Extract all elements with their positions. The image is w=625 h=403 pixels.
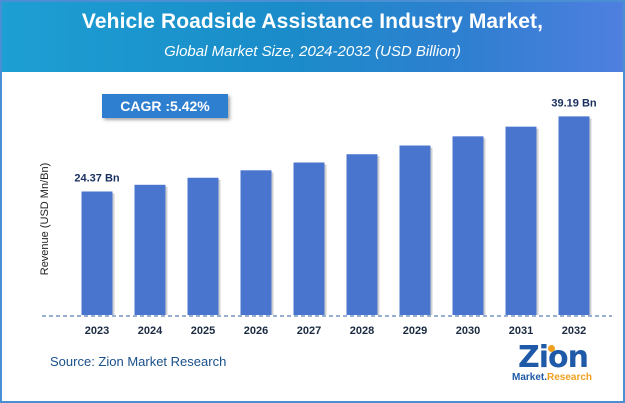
bar-2024 (134, 184, 166, 315)
data-label: 24.37 Bn (74, 172, 120, 184)
x-tick-label: 2024 (138, 325, 163, 337)
cagr-label: CAGR : (120, 98, 171, 114)
bar-2032 (558, 116, 590, 315)
cagr-badge: CAGR : 5.42% (102, 94, 228, 118)
x-tick-label: 2029 (403, 325, 427, 337)
cagr-value: 5.42% (170, 98, 210, 114)
x-tick-label: 2030 (456, 325, 480, 337)
logo-tagline: Market.Research (512, 372, 593, 383)
bar-2025 (187, 177, 219, 315)
x-tick-label: 2031 (509, 325, 533, 337)
x-tick-label: 2027 (297, 325, 321, 337)
bar-2031 (505, 126, 537, 315)
chart-subtitle: Global Market Size, 2024-2032 (USD Billi… (164, 43, 461, 60)
x-tick-label: 2025 (191, 325, 215, 337)
bar-2030 (452, 136, 484, 315)
x-tick-label: 2032 (562, 325, 586, 337)
bar-2023 (81, 191, 113, 315)
zion-logo: Zion Market.Research (510, 340, 600, 388)
bar-2028 (346, 154, 378, 315)
bar-2029 (399, 145, 431, 315)
x-tick-label: 2026 (244, 325, 268, 337)
x-tick-label: 2028 (350, 325, 374, 337)
bar-2027 (293, 162, 325, 315)
header-banner: Vehicle Roadside Assistance Industry Mar… (2, 2, 623, 72)
source-note: Source: Zion Market Research (50, 354, 227, 369)
chart-title: Vehicle Roadside Assistance Industry Mar… (81, 10, 544, 33)
x-tick-label: 2023 (85, 325, 109, 337)
logo-dot-icon (548, 345, 555, 352)
bar-2026 (240, 170, 272, 315)
data-label: 39.19 Bn (551, 97, 597, 109)
